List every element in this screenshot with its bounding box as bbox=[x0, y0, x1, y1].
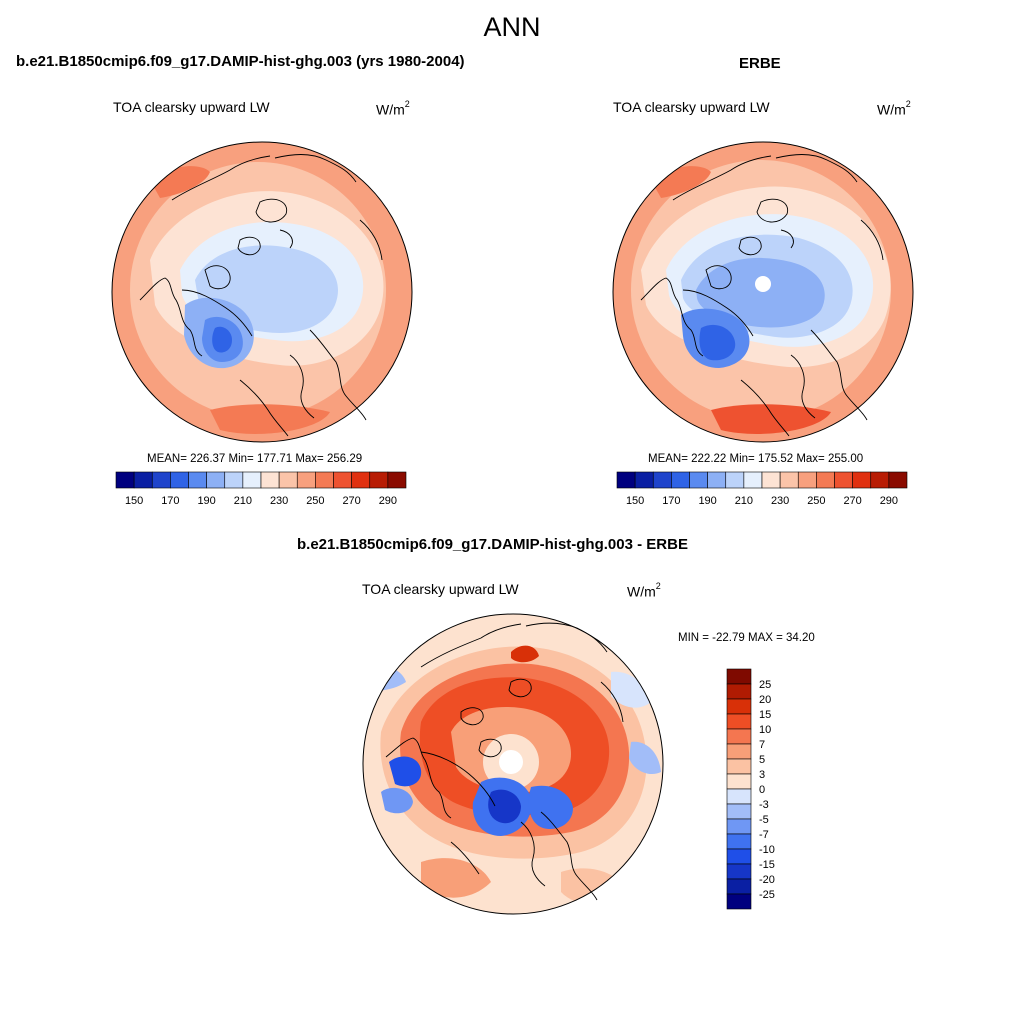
colorbar-swatch bbox=[369, 471, 389, 489]
colorbar-tick-label: -15 bbox=[759, 859, 775, 871]
colorbar-tick-label: -20 bbox=[759, 874, 775, 886]
colorbar-tick-label: 190 bbox=[197, 495, 215, 507]
model-stats: MEAN= 226.37 Min= 177.71 Max= 256.29 bbox=[147, 453, 363, 465]
colorbar-swatch bbox=[315, 471, 334, 489]
obs-unit-label: W/m2 bbox=[877, 99, 911, 118]
colorbar-swatch bbox=[133, 471, 153, 489]
colorbar-swatch bbox=[278, 471, 298, 489]
colorbar-swatch bbox=[387, 471, 407, 489]
colorbar-swatch bbox=[206, 471, 226, 489]
colorbar-swatch bbox=[725, 471, 745, 489]
colorbar-swatch bbox=[707, 471, 727, 489]
colorbar-tick-label: 25 bbox=[759, 679, 771, 691]
diff-polar-map bbox=[362, 613, 664, 915]
colorbar-swatch bbox=[816, 471, 835, 489]
colorbar-swatch bbox=[224, 471, 244, 489]
obs-stats: MEAN= 222.22 Min= 175.52 Max= 255.00 bbox=[648, 453, 864, 465]
colorbar-swatch bbox=[689, 471, 708, 489]
colorbar-swatch bbox=[616, 471, 636, 489]
model-polar-map bbox=[111, 141, 413, 443]
colorbar-tick-label: 170 bbox=[662, 495, 680, 507]
colorbar-tick-label: -7 bbox=[759, 829, 769, 841]
colorbar-swatch bbox=[242, 471, 262, 489]
diff-variable-label: TOA clearsky upward LW bbox=[362, 581, 519, 597]
colorbar-tick-label: 270 bbox=[342, 495, 360, 507]
colorbar-tick-label: 250 bbox=[306, 495, 324, 507]
colorbar-swatch bbox=[726, 728, 752, 745]
colorbar-swatch bbox=[888, 471, 908, 489]
colorbar-tick-label: -5 bbox=[759, 814, 769, 826]
colorbar-swatch bbox=[726, 878, 752, 895]
obs-colorbar: 150 170 190 210 230 250 270 290 bbox=[616, 471, 908, 507]
colorbar-swatch bbox=[797, 471, 817, 489]
colorbar-tick-label: 150 bbox=[626, 495, 644, 507]
colorbar-swatch bbox=[726, 848, 752, 865]
colorbar-swatch bbox=[726, 773, 752, 790]
colorbar-tick-label: 190 bbox=[698, 495, 716, 507]
colorbar-tick-label: 15 bbox=[759, 709, 771, 721]
colorbar-tick-label: 150 bbox=[125, 495, 143, 507]
colorbar-tick-label: 210 bbox=[234, 495, 252, 507]
colorbar-tick-label: 170 bbox=[161, 495, 179, 507]
model-variable-label: TOA clearsky upward LW bbox=[113, 99, 270, 115]
colorbar-swatch bbox=[761, 471, 781, 489]
colorbar-swatch bbox=[115, 471, 135, 489]
colorbar-swatch bbox=[726, 743, 752, 760]
colorbar-swatch bbox=[151, 471, 171, 489]
diff-unit-label: W/m2 bbox=[627, 581, 661, 600]
colorbar-swatch bbox=[296, 471, 316, 489]
colorbar-tick-label: 3 bbox=[759, 769, 765, 781]
colorbar-tick-label: 230 bbox=[771, 495, 789, 507]
obs-variable-label: TOA clearsky upward LW bbox=[613, 99, 770, 115]
colorbar-swatch bbox=[351, 471, 371, 489]
colorbar-swatch bbox=[726, 863, 752, 880]
colorbar-tick-label: -3 bbox=[759, 799, 769, 811]
colorbar-swatch bbox=[726, 668, 752, 685]
obs-polar-map bbox=[612, 141, 914, 443]
colorbar-tick-label: -10 bbox=[759, 844, 775, 856]
colorbar-swatch bbox=[834, 471, 853, 489]
colorbar-tick-label: -25 bbox=[759, 889, 775, 901]
colorbar-swatch bbox=[726, 683, 752, 700]
model-colorbar: 150 170 190 210 230 250 270 290 bbox=[115, 471, 407, 507]
colorbar-tick-label: 270 bbox=[843, 495, 861, 507]
model-unit-label: W/m2 bbox=[376, 99, 410, 118]
colorbar-tick-label: 7 bbox=[759, 739, 765, 751]
colorbar-tick-label: 0 bbox=[759, 784, 765, 796]
model-panel-title: b.e21.B1850cmip6.f09_g17.DAMIP-hist-ghg.… bbox=[16, 53, 465, 70]
diff-colorbar: 25 20 15 10 7 5 3 0 -3 -5 -7 -10 -15 -20 -25 bbox=[726, 668, 775, 910]
colorbar-tick-label: 290 bbox=[379, 495, 397, 507]
colorbar-tick-label: 290 bbox=[880, 495, 898, 507]
colorbar-swatch bbox=[652, 471, 672, 489]
colorbar-swatch bbox=[726, 788, 752, 805]
colorbar-swatch bbox=[726, 818, 752, 835]
colorbar-swatch bbox=[726, 698, 752, 715]
colorbar-swatch bbox=[170, 471, 189, 489]
colorbar-tick-label: 210 bbox=[735, 495, 753, 507]
colorbar-swatch bbox=[726, 758, 752, 775]
colorbar-swatch bbox=[333, 471, 352, 489]
colorbar-swatch bbox=[260, 471, 280, 489]
colorbar-swatch bbox=[743, 471, 763, 489]
colorbar-swatch bbox=[634, 471, 654, 489]
figure-title: ANN bbox=[483, 12, 541, 42]
colorbar-tick-label: 10 bbox=[759, 724, 771, 736]
colorbar-tick-label: 20 bbox=[759, 694, 771, 706]
colorbar-swatch bbox=[726, 893, 752, 910]
colorbar-swatch bbox=[726, 713, 752, 730]
colorbar-swatch bbox=[671, 471, 690, 489]
obs-panel-title: ERBE bbox=[739, 55, 781, 72]
colorbar-swatch bbox=[726, 833, 752, 850]
colorbar-tick-label: 5 bbox=[759, 754, 765, 766]
colorbar-swatch bbox=[852, 471, 872, 489]
colorbar-tick-label: 230 bbox=[270, 495, 288, 507]
diff-panel-title: b.e21.B1850cmip6.f09_g17.DAMIP-hist-ghg.… bbox=[297, 536, 688, 553]
colorbar-swatch bbox=[188, 471, 207, 489]
diff-stats: MIN = -22.79 MAX = 34.20 bbox=[678, 632, 815, 644]
colorbar-swatch bbox=[726, 803, 752, 820]
colorbar-swatch bbox=[779, 471, 799, 489]
colorbar-tick-label: 250 bbox=[807, 495, 825, 507]
colorbar-swatch bbox=[870, 471, 890, 489]
